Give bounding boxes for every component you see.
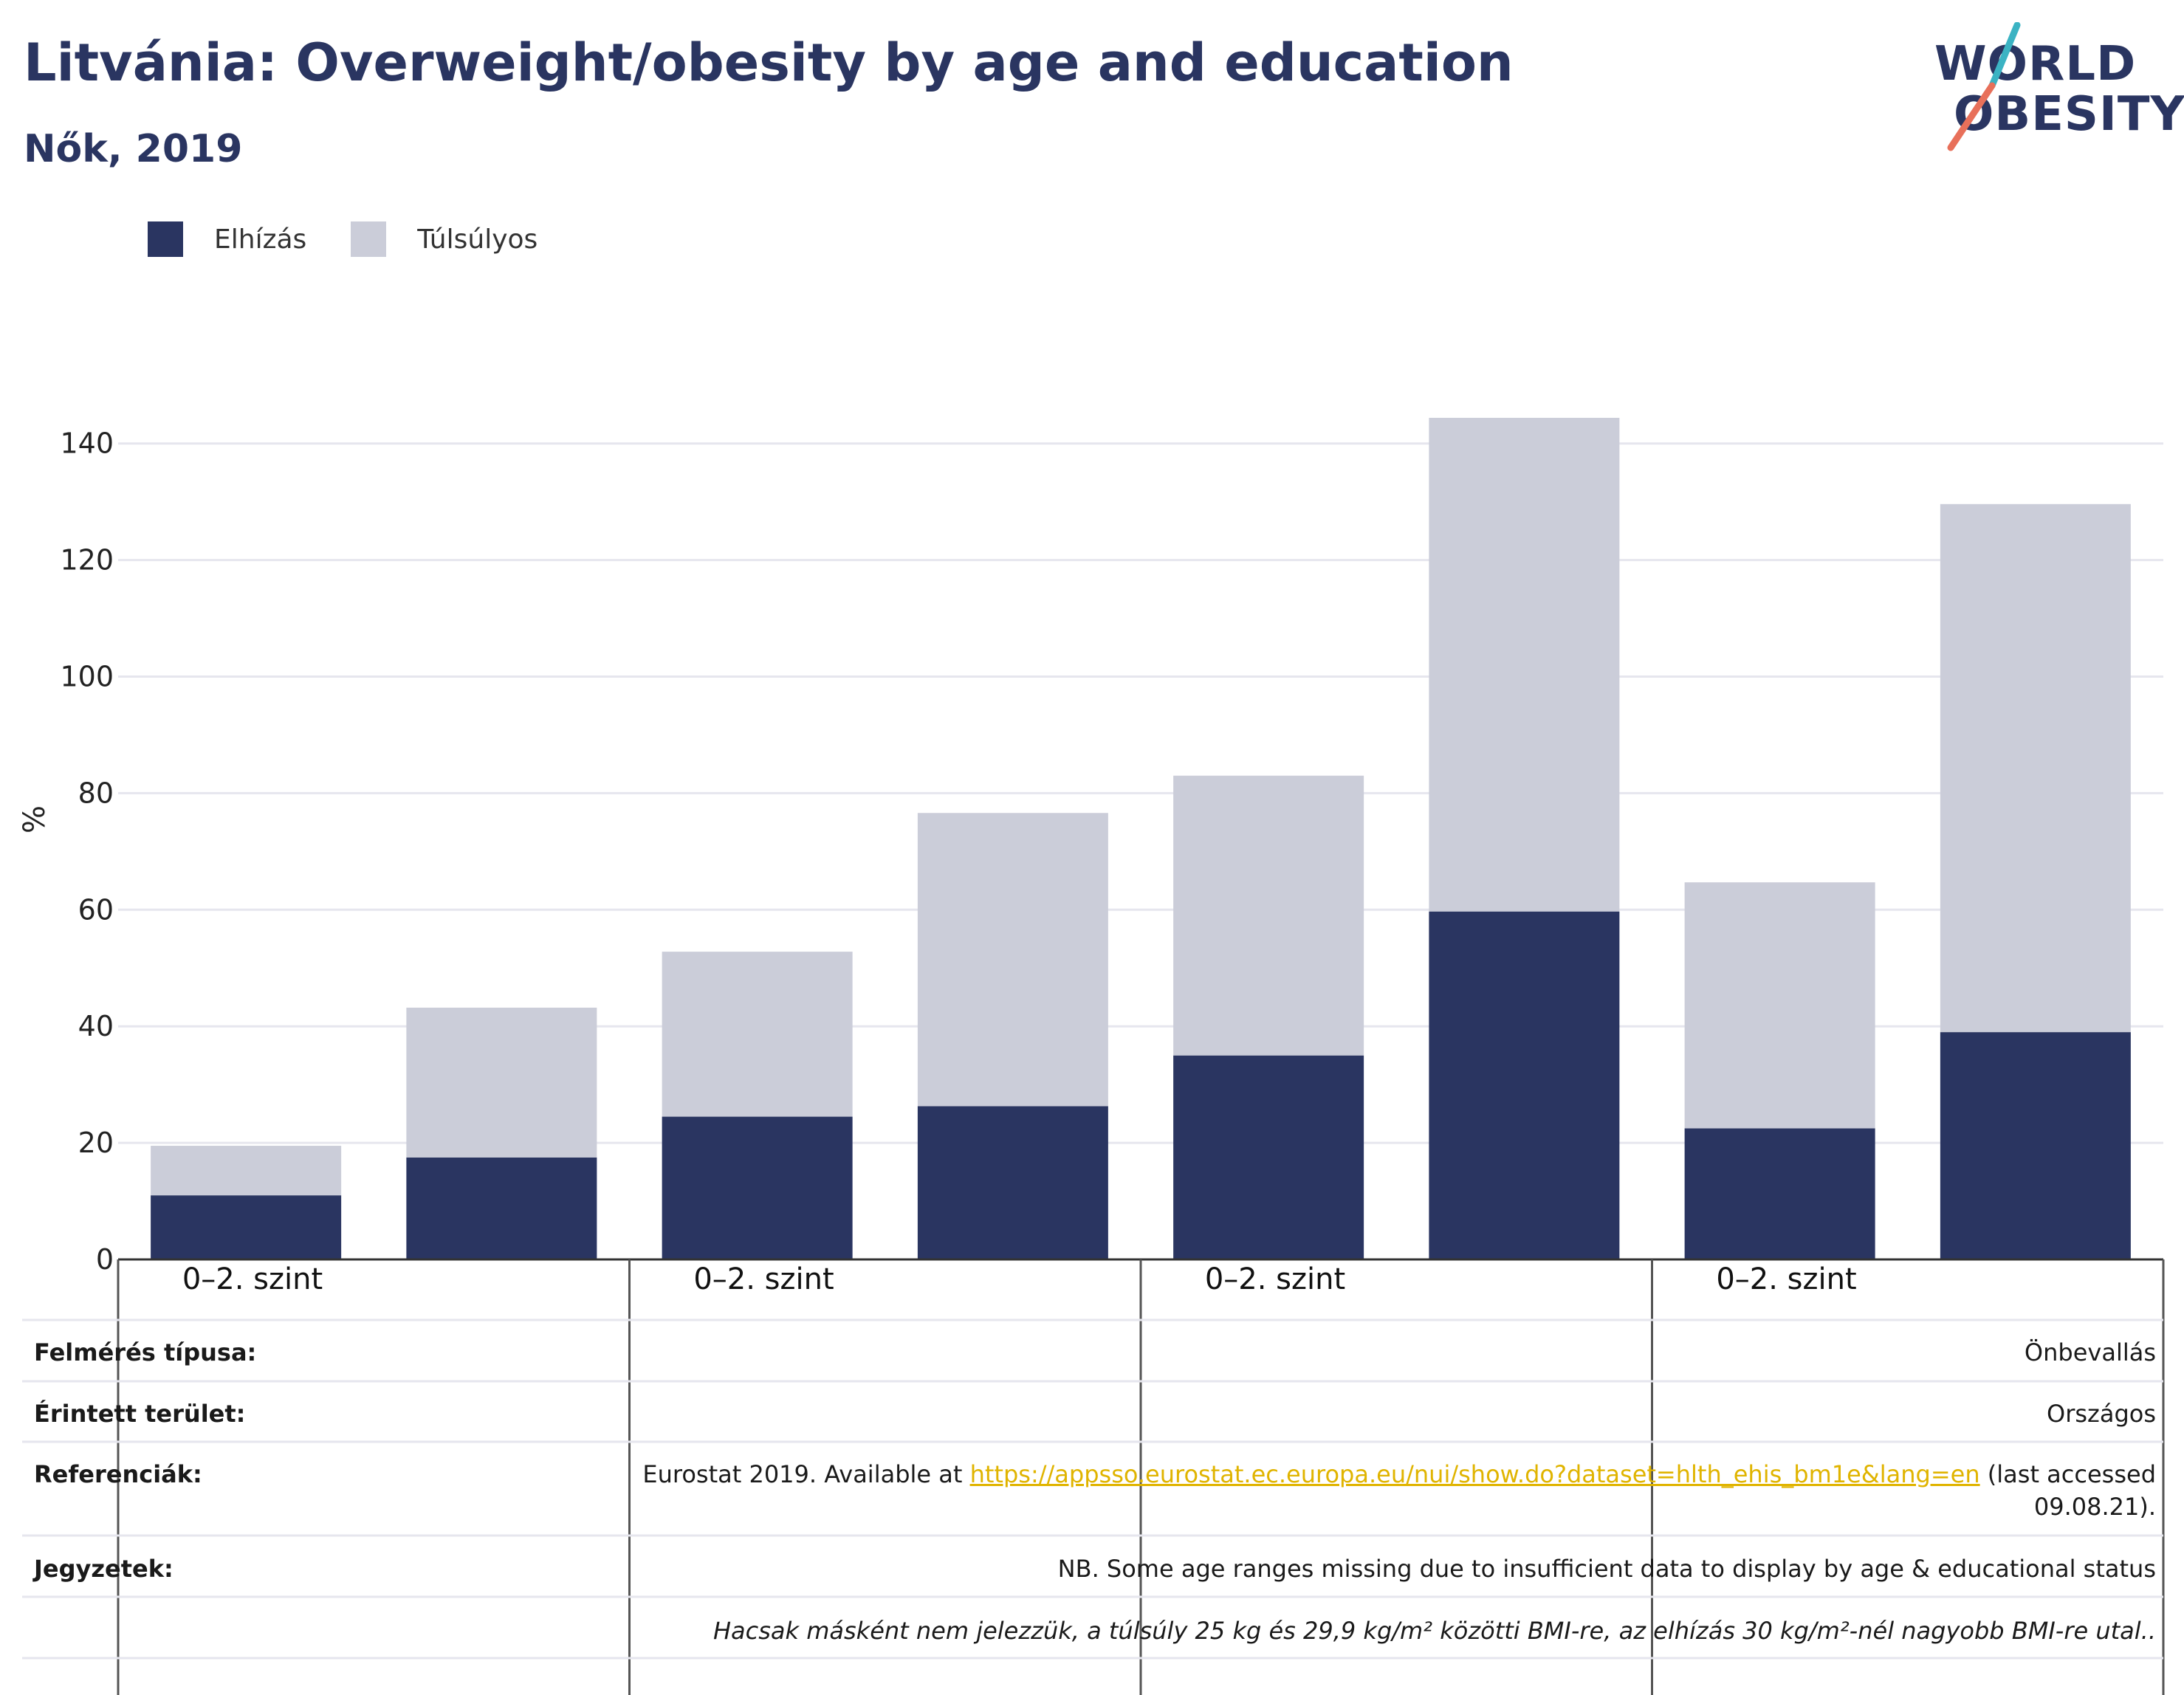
logo-slash-icon [1947, 22, 2021, 151]
x-group-label: 0–2. szint [1716, 1262, 1856, 1296]
references-value: Eurostat 2019. Available at https://apps… [642, 1460, 2156, 1488]
bar-overweight [406, 1007, 597, 1158]
legend-label-obesity: Elhízás [214, 224, 307, 255]
x-group-label: 0–2. szint [1205, 1262, 1345, 1296]
bar-overweight [662, 952, 853, 1117]
area-value: Országos [2047, 1400, 2156, 1428]
bar-overweight [1429, 417, 1620, 912]
y-axis-label: % [18, 805, 52, 833]
x-group-label: 0–2. szint [182, 1262, 323, 1296]
bar-overweight [1940, 503, 2131, 1033]
survey-type-label: Felmérés típusa: [34, 1338, 257, 1366]
footnote: Hacsak másként nem jelezzük, a túlsúly 2… [712, 1617, 2156, 1645]
bar-obesity [917, 1106, 1108, 1259]
bar-overweight [1173, 775, 1364, 1056]
y-tick-label: 120 [60, 544, 114, 577]
survey-type-value: Önbevallás [2024, 1338, 2156, 1366]
bar-obesity [406, 1157, 597, 1259]
bar-obesity [1173, 1055, 1364, 1259]
legend-item-overweight[interactable]: Túlsúlyos [351, 221, 538, 257]
y-tick-label: 80 [78, 777, 114, 809]
bar-overweight [1684, 882, 1875, 1129]
notes-value: NB. Some age ranges missing due to insuf… [1057, 1555, 2156, 1583]
y-tick-label: 0 [96, 1243, 114, 1276]
x-group-label: 0–2. szint [693, 1262, 834, 1296]
notes-label: Jegyzetek: [34, 1555, 174, 1583]
bar-overweight [917, 813, 1108, 1107]
legend-item-obesity[interactable]: Elhízás [148, 221, 306, 257]
page-subtitle: Nők, 2019 [24, 127, 243, 171]
references-suffix-line2: 09.08.21). [2033, 1493, 2156, 1521]
logo-line-2: OBESITY [1954, 87, 2184, 142]
area-label: Érintett terület: [34, 1400, 246, 1428]
references-link[interactable]: https://appsso.eurostat.ec.europa.eu/nui… [969, 1460, 1980, 1488]
y-tick-label: 140 [60, 427, 114, 460]
legend-swatch-overweight [351, 221, 387, 257]
bar-obesity [1429, 911, 1620, 1259]
bar-overweight [151, 1146, 342, 1196]
bar-obesity [151, 1195, 342, 1259]
chart-legend: Elhízás Túlsúlyos [148, 220, 582, 258]
references-prefix: Eurostat 2019. Available at [642, 1460, 970, 1488]
bar-obesity [1684, 1128, 1875, 1259]
y-tick-label: 40 [78, 1010, 114, 1042]
y-tick-label: 20 [78, 1127, 114, 1159]
bar-obesity [1940, 1032, 2131, 1259]
legend-swatch-obesity [148, 221, 183, 257]
page-title: Litvánia: Overweight/obesity by age and … [24, 32, 1514, 93]
references-suffix: (last accessed [1979, 1460, 2156, 1488]
bar-obesity [662, 1116, 853, 1259]
references-label: Referenciák: [34, 1460, 202, 1488]
legend-label-overweight: Túlsúlyos [417, 224, 538, 255]
y-tick-label: 100 [60, 661, 114, 693]
logo-line-1: WORLD [1934, 37, 2137, 92]
y-tick-label: 60 [78, 893, 114, 926]
world-obesity-logo: WORLD OBESITY [1920, 22, 2184, 155]
